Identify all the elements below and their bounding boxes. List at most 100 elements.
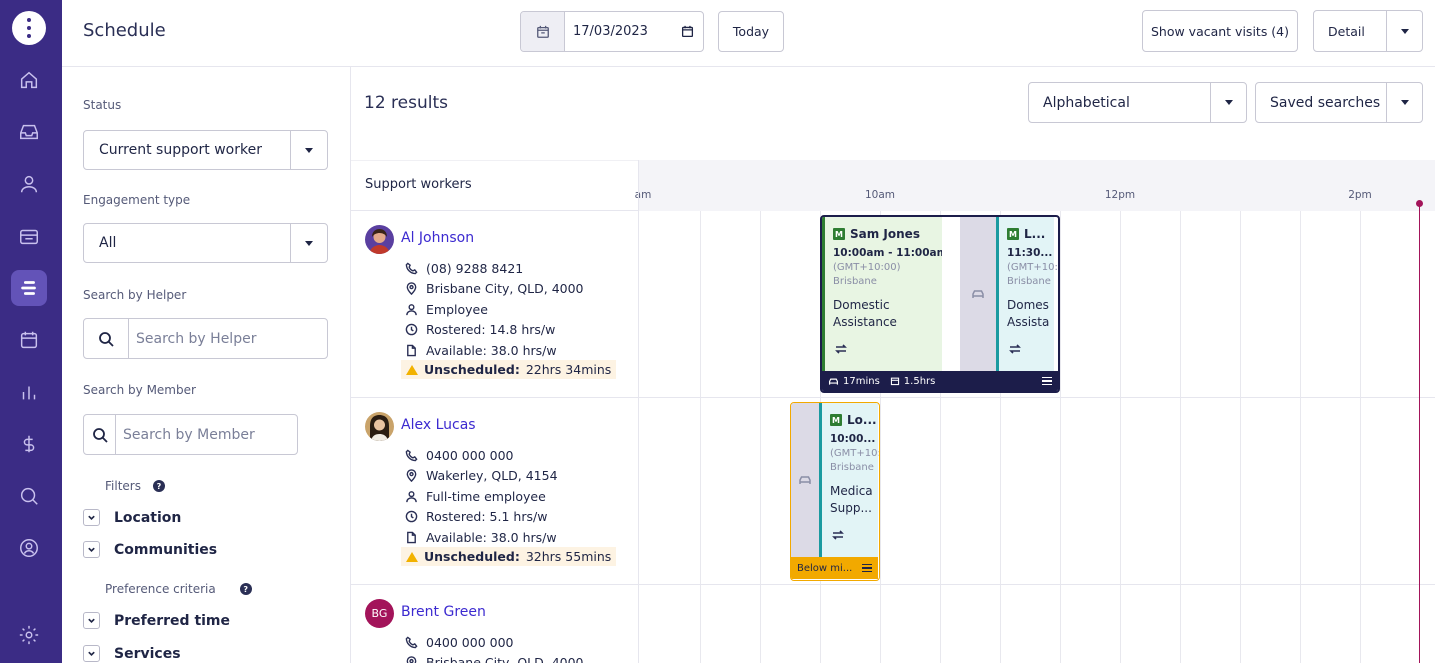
visit-card[interactable]: M Sam Jones 10:00am - 11:00am... (GMT+10… [825,217,960,371]
chevron-down-icon[interactable] [1210,83,1246,122]
time-tick: 12pm [1104,189,1136,201]
visit-service: Medica Supp... [830,484,873,515]
communities-accordion[interactable]: Communities [83,541,217,558]
engagement-type-label: Engagement type [83,193,191,207]
view-mode-dropdown[interactable]: Detail [1313,10,1423,52]
calendar-picker-icon[interactable] [681,25,694,38]
worker-name-link[interactable]: Brent Green [401,604,486,620]
preference-criteria-label: Preference criteria [105,582,216,596]
phone-icon [405,449,418,462]
worker-address: Wakerley, QLD, 4154 [405,468,558,483]
app-logo[interactable] [12,11,46,45]
person-icon[interactable] [11,166,47,202]
preference-criteria-header: Preference criteria ? [105,582,252,596]
location-accordion[interactable]: Location [83,509,181,526]
menu-icon[interactable] [862,563,872,573]
menu-icon[interactable] [1042,376,1052,386]
search-icon[interactable] [11,478,47,514]
visit-card[interactable]: M Lo... 10:00... (GMT+10:00) Brisbane Me… [822,403,879,557]
warning-icon [406,364,418,375]
search-member-input[interactable] [116,415,297,454]
status-select[interactable]: Current support worker [83,130,328,170]
document-icon [407,531,416,544]
chart-icon[interactable] [11,374,47,410]
worker-type: Full-time employee [405,489,546,504]
worker-row: BG Brent Green 0400 000 000 Brisbane Cit… [365,599,635,663]
communities-label: Communities [114,541,218,558]
inbox-icon[interactable] [11,114,47,150]
page-title: Schedule [83,20,166,41]
today-button[interactable]: Today [718,11,784,52]
travel-block [960,217,996,371]
store-icon[interactable] [11,218,47,254]
date-picker[interactable]: 17/03/2023 [520,11,704,52]
user-search-icon[interactable] [11,530,47,566]
support-workers-column-header: Support workers [365,177,472,192]
clock-icon [405,510,418,523]
worker-row: Alex Lucas 0400 000 000 Wakerley, QLD, 4… [365,412,635,572]
total-duration: 1.5hrs [890,376,935,387]
engagement-type-select[interactable]: All [83,223,328,263]
chevron-down-icon[interactable] [83,509,100,526]
worker-row: Al Johnson (08) 9288 8421 Brisbane City,… [365,225,635,385]
car-icon [828,378,839,385]
visit-group[interactable]: M Sam Jones 10:00am - 11:00am... (GMT+10… [820,215,1060,393]
chevron-down-icon[interactable] [83,541,100,558]
visit-time: 10:00am - 11:00am... [833,247,960,259]
visit-city: Brisbane [1007,276,1051,287]
services-accordion[interactable]: Services [83,645,181,662]
visit-group-footer: Below mi... [791,557,878,579]
dollar-icon[interactable] [11,426,47,462]
chevron-down-icon[interactable] [1386,83,1422,122]
chevron-down-icon[interactable] [83,645,100,662]
chevron-down-icon[interactable] [1386,11,1422,51]
search-helper-field[interactable] [83,318,328,359]
avatar [365,225,394,254]
filters-header: Filters ? [105,479,165,493]
sort-dropdown[interactable]: Alphabetical [1028,82,1247,123]
sort-value: Alphabetical [1043,94,1130,111]
search-icon [84,319,129,358]
visit-title: M Lo... [830,413,877,427]
saved-searches-dropdown[interactable]: Saved searches [1255,82,1423,123]
travel-time: 17mins [828,376,880,387]
calendar-icon[interactable] [521,12,565,51]
search-helper-label: Search by Helper [83,288,187,302]
member-badge: M [1007,228,1019,240]
home-icon[interactable] [11,62,47,98]
timeline-header [638,160,1435,211]
chevron-down-icon[interactable] [290,131,327,169]
visit-group[interactable]: M Lo... 10:00... (GMT+10:00) Brisbane Me… [790,402,880,581]
settings-icon[interactable] [11,617,47,653]
help-icon[interactable]: ? [152,480,165,492]
date-field[interactable]: 17/03/2023 [565,12,703,51]
visit-card[interactable]: M L... 11:30... (GMT+10:00) Brisbane Dom… [999,217,1058,371]
worker-rostered: Rostered: 14.8 hrs/w [405,322,555,337]
show-vacant-visits-button[interactable]: Show vacant visits (4) [1142,10,1298,52]
visit-time: 11:30... [1007,247,1053,259]
search-helper-input[interactable] [129,319,327,358]
visit-title: M L... [1007,227,1045,241]
calendar-icon[interactable] [11,322,47,358]
worker-name-link[interactable]: Alex Lucas [401,417,476,433]
filter-sidebar: Status Current support worker Engagement… [62,67,351,663]
engagement-type-value: All [99,235,117,251]
chevron-down-icon[interactable] [290,224,327,262]
visit-service: Domestic Assistance [833,298,897,329]
preferred-time-label: Preferred time [114,612,231,629]
person-icon [406,491,417,503]
member-badge: M [830,414,842,426]
search-member-field[interactable] [83,414,298,455]
car-icon [971,287,985,305]
visit-timezone: (GMT+10:00) [833,262,901,273]
help-icon[interactable]: ? [239,583,252,595]
worker-name-link[interactable]: Al Johnson [401,230,475,246]
car-icon [798,473,812,491]
page-header: Schedule 17/03/2023 Today Show vacant vi… [62,0,1435,67]
member-badge: M [833,228,845,240]
chevron-down-icon[interactable] [83,612,100,629]
visit-city: Brisbane [830,462,874,473]
preferred-time-accordion[interactable]: Preferred time [83,612,230,629]
schedule-icon[interactable] [11,270,47,306]
clock-icon [405,323,418,336]
